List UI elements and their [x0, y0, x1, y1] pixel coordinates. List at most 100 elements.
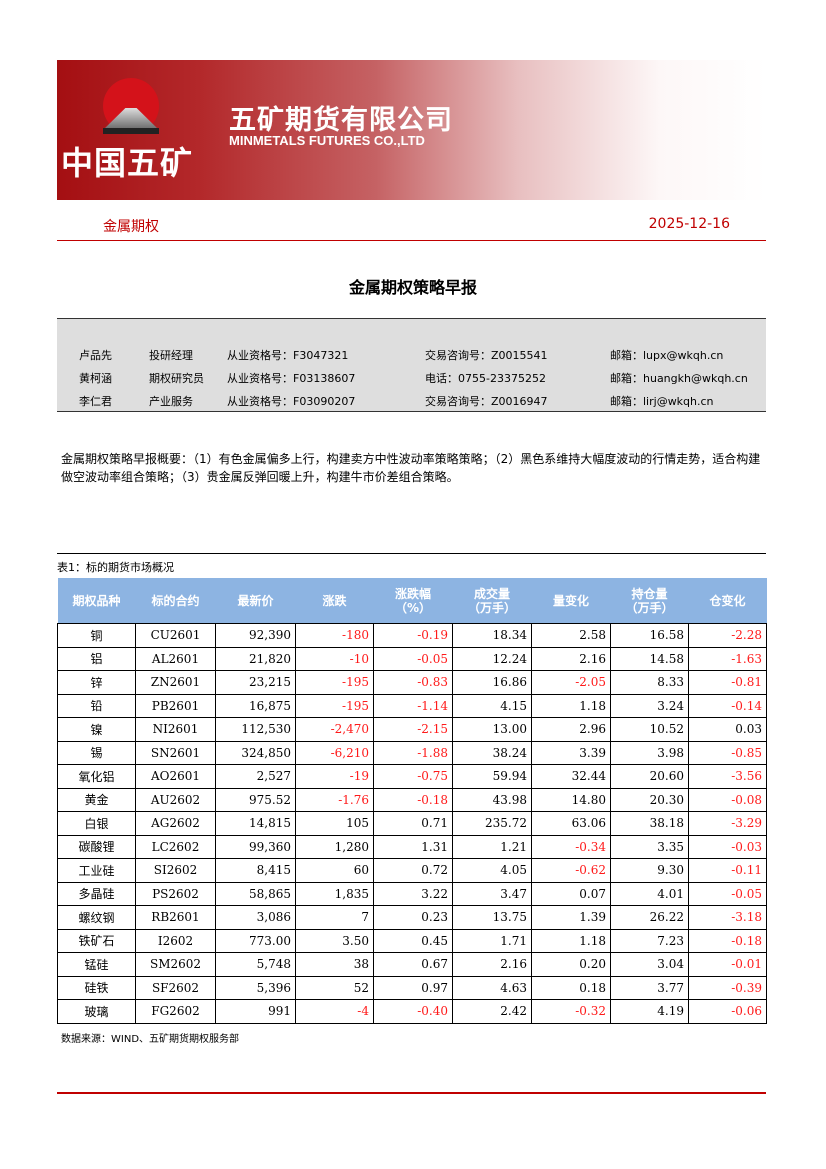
table-cell: 99,360 — [215, 834, 296, 859]
table-cell: 975.52 — [215, 787, 296, 812]
table-cell: 1.18 — [531, 928, 611, 953]
table-cell: -180 — [295, 623, 374, 648]
analyst-role: 期权研究员 — [149, 372, 204, 385]
analyst-email: 邮箱：lirj@wkqh.cn — [610, 395, 714, 408]
table-cell: -2.05 — [531, 670, 611, 695]
table-cell: 螺纹钢 — [57, 905, 136, 930]
table-cell: 0.03 — [688, 717, 767, 742]
table-cell: RB2601 — [135, 905, 216, 930]
table-cell: 16.58 — [610, 623, 689, 648]
table-cell: -0.05 — [373, 646, 453, 671]
table-cell: -1.88 — [373, 740, 453, 765]
table-cell: 3.98 — [610, 740, 689, 765]
company-name-en: MINMETALS FUTURES CO.,LTD — [229, 133, 425, 148]
table-cell: 2.16 — [531, 646, 611, 671]
table-cell: 0.23 — [373, 905, 453, 930]
table-cell: 16.86 — [452, 670, 532, 695]
table-cell: 白银 — [57, 811, 136, 836]
brand-cn: 中国五矿 — [61, 144, 194, 182]
table-cell: 4.01 — [610, 881, 689, 906]
table-cell: 2.96 — [531, 717, 611, 742]
table-cell: 1.71 — [452, 928, 532, 953]
table-cell: 4.19 — [610, 999, 689, 1024]
table-cell: -0.34 — [531, 834, 611, 859]
table-cell: 5,396 — [215, 975, 296, 1000]
table-cell: 18.34 — [452, 623, 532, 648]
table-cell: 9.30 — [610, 858, 689, 883]
table-cell: 0.97 — [373, 975, 453, 1000]
table-cell: -1.63 — [688, 646, 767, 671]
table-cell: -2.28 — [688, 623, 767, 648]
data-source: 数据来源：WIND、五矿期货期权服务部 — [61, 1034, 240, 1045]
table-cell: 7 — [295, 905, 374, 930]
column-header: 持仓量 （万手） — [610, 578, 689, 624]
table-cell: 21,820 — [215, 646, 296, 671]
table-cell: AO2601 — [135, 764, 216, 789]
table-cell: 0.67 — [373, 952, 453, 977]
table-row: 锌 ZN2601 23,215 -195 -0.83 16.86 -2.05 8.33 -0.8… — [57, 670, 767, 695]
market-table: 期权品种 标的合约 最新价 涨跌 涨跌幅 （%） 成交量 （万手） 量变化 持仓量 （万手）仓… — [57, 578, 767, 1024]
table-row: 锰硅 SM2602 5,748 38 0.67 2.16 0.20 3.04 -0.01 — [57, 952, 767, 977]
table-cell: 0.45 — [373, 928, 453, 953]
column-header: 涨跌 — [295, 578, 374, 624]
table-cell: 3.39 — [531, 740, 611, 765]
analyst-name: 黄柯涵 — [79, 372, 112, 385]
table-cell: AU2602 — [135, 787, 216, 812]
table-cell: -195 — [295, 693, 374, 718]
table-row: 碳酸锂 LC2602 99,360 1,280 1.31 1.21 -0.34 3.35 -0.… — [57, 834, 767, 859]
analyst-row: 卢品先 投研经理 从业资格号：F3047321 交易咨询号：Z0015541 邮箱：lu… — [57, 347, 766, 363]
table-cell: -2,470 — [295, 717, 374, 742]
table-cell: 13.75 — [452, 905, 532, 930]
table-cell: 991 — [215, 999, 296, 1024]
table-cell: 铝 — [57, 646, 136, 671]
table-cell: 3.47 — [452, 881, 532, 906]
table-cell: SF2602 — [135, 975, 216, 1000]
table-row: 玻璃 FG2602 991 -4 -0.40 2.42 -0.32 4.19 -0.06 — [57, 999, 767, 1024]
table-row: 锡 SN2601 324,850 -6,210 -1.88 38.24 3.39 3.98 -0… — [57, 740, 767, 765]
table-cell: 92,390 — [215, 623, 296, 648]
table-cell: -1.76 — [295, 787, 374, 812]
table-cell: 锰硅 — [57, 952, 136, 977]
table-cell: 2.16 — [452, 952, 532, 977]
column-header: 成交量 （万手） — [452, 578, 532, 624]
table-cell: -6,210 — [295, 740, 374, 765]
table-cell: 59.94 — [452, 764, 532, 789]
table-cell: 773.00 — [215, 928, 296, 953]
table-cell: 38.18 — [610, 811, 689, 836]
table-cell: 硅铁 — [57, 975, 136, 1000]
table-cell: 0.07 — [531, 881, 611, 906]
table-cell: -19 — [295, 764, 374, 789]
table-cell: -0.06 — [688, 999, 767, 1024]
table-row: 螺纹钢 RB2601 3,086 7 0.23 13.75 1.39 26.22 -3.18 — [57, 905, 767, 930]
table-cell: 1.31 — [373, 834, 453, 859]
table-cell: 60 — [295, 858, 374, 883]
table-cell: -2.15 — [373, 717, 453, 742]
summary: 金属期权策略早报概要：（1）有色金属偏多上行，构建卖方中性波动率策略策略；（2）… — [61, 452, 761, 484]
table-cell: -0.62 — [531, 858, 611, 883]
report-date: 2025-12-16 — [648, 216, 730, 232]
table-row: 硅铁 SF2602 5,396 52 0.97 4.63 0.18 3.77 -0.39 — [57, 975, 767, 1000]
table-row: 镍 NI2601 112,530 -2,470 -2.15 13.00 2.96 10.52 0… — [57, 717, 767, 742]
table-cell: 7.23 — [610, 928, 689, 953]
table-cell: 32.44 — [531, 764, 611, 789]
table-cell: 多晶硅 — [57, 881, 136, 906]
table-cell: 23,215 — [215, 670, 296, 695]
analyst-role: 投研经理 — [149, 349, 193, 362]
table-cell: I2602 — [135, 928, 216, 953]
table-cell: 黄金 — [57, 787, 136, 812]
table-cell: 14.58 — [610, 646, 689, 671]
table-cell: -3.29 — [688, 811, 767, 836]
table-cell: -0.81 — [688, 670, 767, 695]
table-cell: 0.71 — [373, 811, 453, 836]
footer-divider — [57, 1092, 766, 1094]
table-row: 铜 CU2601 92,390 -180 -0.19 18.34 2.58 16.58 -2.2… — [57, 623, 767, 648]
analyst-name: 卢品先 — [79, 349, 112, 362]
table-cell: 1,835 — [295, 881, 374, 906]
table-cell: CU2601 — [135, 623, 216, 648]
logo-bar — [103, 128, 159, 134]
table-cell: -1.14 — [373, 693, 453, 718]
table-cell: 3.50 — [295, 928, 374, 953]
table-cell: ZN2601 — [135, 670, 216, 695]
table-cell: AL2601 — [135, 646, 216, 671]
